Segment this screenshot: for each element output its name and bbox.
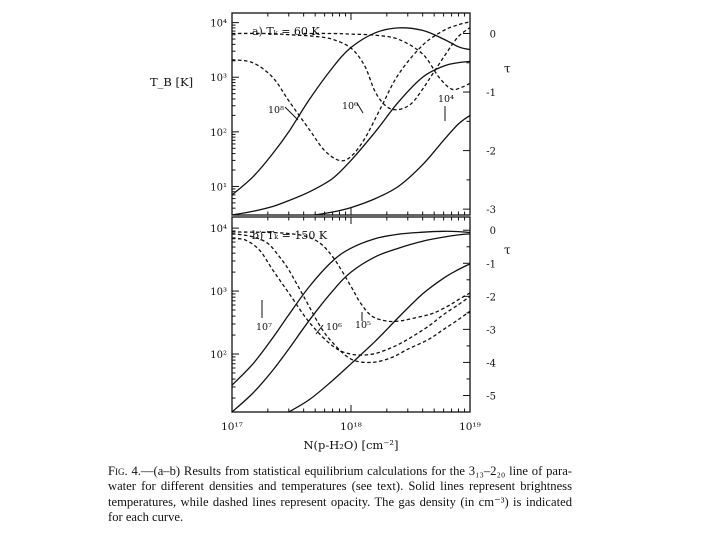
tau-tick-label: -3 — [486, 325, 496, 336]
density-label: 10⁴ — [438, 94, 454, 105]
density-label: 10⁵ — [355, 320, 371, 331]
panel-a: 10⁴ 10³ 10² 10¹ 0 -1 -2 -3 τ a) Tₖ = 60 K T_B [K] 1… — [150, 12, 511, 216]
y-tick-label: 10² — [210, 350, 227, 361]
brightness-curve-1 — [232, 60, 470, 215]
y-tick-label: 10⁴ — [210, 224, 227, 235]
x-tick-label: 10¹⁸ — [340, 421, 362, 433]
brightness-curve-2 — [288, 263, 470, 412]
tau-axis-label: τ — [504, 62, 511, 76]
tau-tick-label: 0 — [490, 29, 496, 40]
tau-tick-label: -2 — [486, 147, 496, 158]
density-leader — [315, 324, 324, 335]
tau-tick-label: -3 — [486, 205, 496, 216]
brightness-curve-2 — [310, 114, 470, 215]
tau-tick-label: -5 — [486, 391, 496, 402]
density-label: 10⁶ — [326, 322, 342, 333]
x-axis-label: N(p-H₂O) [cm⁻²] — [303, 438, 398, 452]
figure-canvas: 10⁴ 10³ 10² 10¹ 0 -1 -2 -3 τ a) Tₖ = 60 K T_B [K] 1… — [150, 12, 511, 452]
series-group — [232, 21, 470, 215]
x-tick-label: 10¹⁷ — [221, 421, 243, 433]
figure-caption: Fig. 4.—(a–b) Results from statistical e… — [108, 464, 572, 526]
density-label: 10⁷ — [256, 322, 272, 333]
shared-x-axis: 10¹⁷ 10¹⁸ 10¹⁹ N(p-H₂O) [cm⁻²] — [221, 421, 481, 452]
y-tick-label: 10² — [210, 128, 227, 139]
y-axis-label: T_B [K] — [150, 75, 193, 89]
brightness-curve-1 — [232, 233, 470, 412]
panel-title: a) Tₖ = 60 K — [252, 25, 320, 38]
x-tick-label: 10¹⁹ — [459, 421, 481, 433]
opacity-curve-4 — [232, 232, 470, 364]
series-group — [232, 230, 470, 412]
density-label: 10⁸ — [268, 105, 284, 116]
opacity-curve-5 — [232, 231, 470, 323]
density-leader — [284, 106, 299, 121]
tau-tick-label: 0 — [490, 226, 496, 237]
opacity-curve-3 — [232, 237, 470, 356]
opacity-curve-4 — [232, 27, 470, 111]
tau-tick-label: -2 — [486, 292, 496, 303]
density-leader — [356, 102, 364, 114]
plot-frame — [231, 216, 471, 413]
y-tick-label: 10³ — [210, 73, 227, 84]
y-tick-label: 10¹ — [210, 182, 227, 193]
tau-tick-label: -1 — [486, 259, 496, 270]
tau-tick-label: -4 — [486, 358, 496, 369]
caption-text: —(a–b) Results from statistical equilibr… — [108, 464, 572, 525]
brightness-curve-0 — [232, 230, 470, 386]
tau-tick-label: -1 — [486, 88, 496, 99]
opacity-curve-5 — [303, 32, 470, 91]
y-tick-label: 10⁴ — [210, 19, 227, 30]
caption-figure-label: Fig. 4. — [108, 464, 141, 478]
tau-axis-label: τ — [504, 243, 511, 257]
density-label: 10⁶ — [342, 101, 358, 112]
opacity-curve-3 — [232, 21, 470, 162]
y-tick-label: 10³ — [210, 287, 227, 298]
